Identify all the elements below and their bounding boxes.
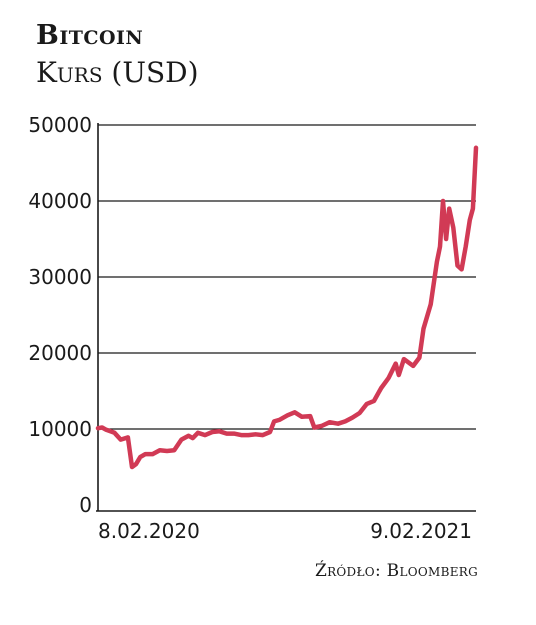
y-tick-label: 40000: [28, 189, 92, 213]
source-note: Źródło: Bloomberg: [314, 561, 478, 581]
y-tick-label: 30000: [28, 265, 92, 289]
chart-subtitle: Kurs (USD): [36, 56, 199, 89]
y-tick-label: 10000: [28, 417, 92, 441]
x-tick-label: 9.02.2021: [370, 519, 472, 543]
y-tick-label: 0: [79, 493, 92, 517]
chart-title: Bitcoin: [36, 20, 144, 51]
y-tick-label: 50000: [28, 113, 92, 137]
y-tick-label: 20000: [28, 341, 92, 365]
price-line-series-0: [95, 145, 479, 470]
x-tick-label: 8.02.2020: [98, 519, 200, 543]
